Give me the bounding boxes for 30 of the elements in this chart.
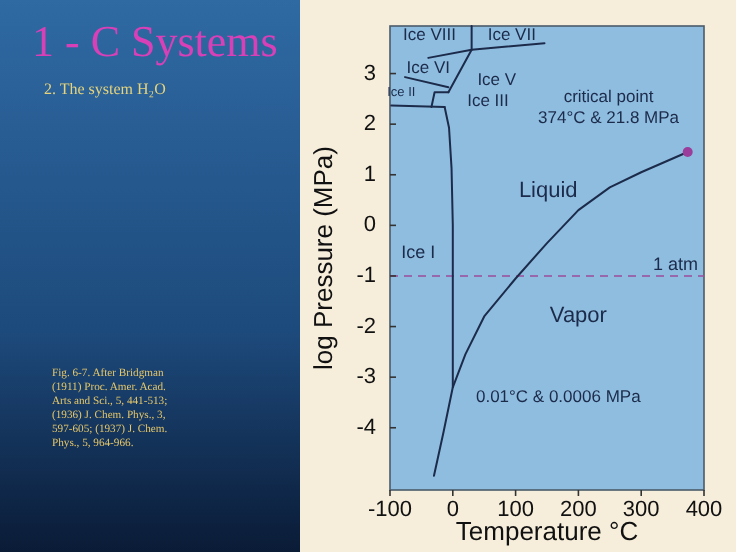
x-axis-title: Temperature °C: [455, 516, 639, 546]
annotation: Ice V: [477, 68, 517, 89]
y-tick-label: 0: [363, 213, 376, 238]
ref-line-label: 1 atm: [652, 253, 698, 274]
x-tick-label: 100: [497, 498, 534, 522]
annotation: Ice VII: [487, 23, 536, 44]
x-tick-label: 400: [685, 498, 723, 522]
annotation: Liquid: [518, 179, 578, 204]
y-tick-label: 1: [363, 162, 376, 187]
annotation: 374°C & 21.8 MPa: [538, 106, 680, 127]
x-tick-label: -100: [367, 498, 413, 522]
annotation: Vapor: [549, 304, 608, 329]
annotation: critical point: [563, 86, 655, 107]
x-tick-label: 300: [622, 498, 660, 522]
x-tick-label: 200: [560, 498, 597, 522]
annotation: Ice III: [467, 90, 509, 111]
text: 2. The system H₂O: [44, 80, 167, 98]
annotation: Ice I: [401, 242, 436, 263]
annotation: 0.01°C & 0.0006 MPa: [475, 386, 642, 407]
y-tick-label: -3: [356, 365, 376, 390]
y-tick-label: 2: [363, 112, 376, 137]
y-tick-label: -1: [356, 263, 376, 288]
x-tick-label: 0: [446, 498, 459, 522]
chart-title: 1 - C Systems: [32, 16, 278, 66]
y-tick-label: -4: [356, 415, 376, 440]
annotation: Ice VIII: [403, 23, 457, 44]
y-tick-label: 3: [363, 61, 376, 86]
annotation: Ice VI: [406, 56, 451, 77]
y-tick-label: -2: [356, 314, 376, 339]
y-axis-title: log Pressure (MPa): [308, 146, 338, 370]
